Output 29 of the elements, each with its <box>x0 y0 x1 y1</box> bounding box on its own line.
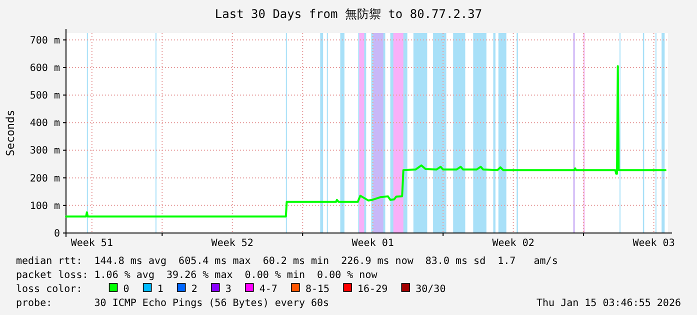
y-tick-label: 600 m <box>30 62 60 74</box>
legend-title: loss color: <box>16 284 82 295</box>
legend-label: 2 <box>191 284 198 295</box>
y-tick-label: 200 m <box>30 173 60 184</box>
x-tick-label: Week 03 <box>632 238 675 249</box>
y-tick-label: 0 <box>54 228 60 240</box>
line-series <box>65 65 666 218</box>
y-tick-label: 100 m <box>30 200 60 212</box>
legend-label: 1 <box>157 284 164 295</box>
legend-label: 30/30 <box>416 284 446 295</box>
y-tick-label: 300 m <box>30 146 60 157</box>
chart-title: Last 30 Days from 無防禦 to 80.77.2.37 <box>214 7 482 21</box>
y-tick-label: 500 m <box>30 90 60 102</box>
text: packet loss: 1.06 % avg 39.26 % max 0.00 % min 0.00 % now <box>16 270 378 281</box>
text: median rtt: 144.8 ms avg 605.4 ms max 60.2 ms min 226.9 ms now 83.0 ms sd 1.7 am/s <box>16 256 558 267</box>
legend-label: 3 <box>225 284 232 295</box>
x-tick-label: Week 02 <box>492 238 534 249</box>
y-tick-label: 700 m <box>30 35 60 46</box>
y-axis-title: Seconds <box>4 110 17 156</box>
legend-label: 4-7 <box>259 284 278 295</box>
x-tick-label: Week 01 <box>352 238 394 249</box>
x-tick-label: Week 52 <box>211 238 254 249</box>
legend-label: 0 <box>123 284 130 295</box>
text: probe: 30 ICMP Echo Pings (56 Bytes) every 60s <box>16 298 330 309</box>
x-tick-label: Week 51 <box>70 238 113 249</box>
legend-label: 16-29 <box>358 284 388 295</box>
text: Thu Jan 15 03:46:55 2026 <box>536 298 681 309</box>
legend-label: 8-15 <box>305 284 330 295</box>
y-tick-label: 400 m <box>30 118 60 130</box>
